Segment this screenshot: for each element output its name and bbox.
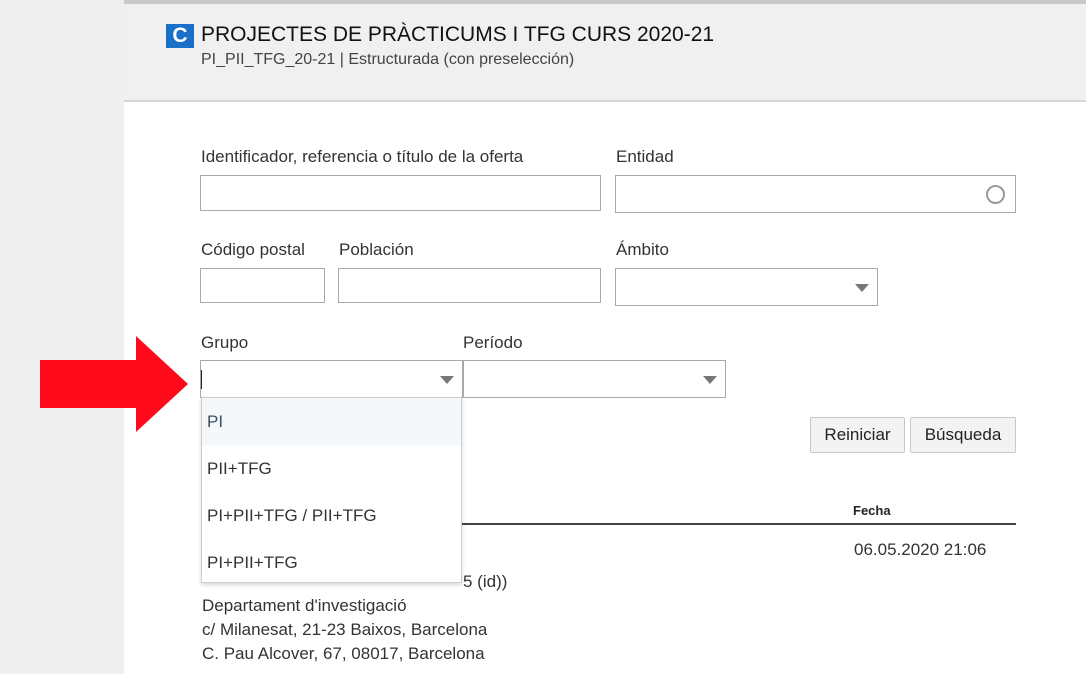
grupo-option[interactable]: PI+PII+TFG xyxy=(207,553,298,572)
sidebar xyxy=(0,0,124,674)
ambito-select[interactable] xyxy=(615,268,878,306)
chevron-down-icon xyxy=(440,376,454,384)
page-subtitle: PI_PII_TFG_20-21 | Estructurada (con pre… xyxy=(201,51,575,68)
grupo-option[interactable]: PI+PII+TFG / PII+TFG xyxy=(207,506,377,525)
result-address: c/ Milanesat, 21-23 Baixos, Barcelona xyxy=(202,620,488,639)
result-date: 06.05.2020 21:06 xyxy=(854,540,987,559)
result-department: Departament d'investigació xyxy=(202,596,407,615)
entidad-input[interactable] xyxy=(615,175,1016,213)
chevron-down-icon xyxy=(703,376,717,384)
red-arrow-icon xyxy=(40,336,188,432)
codigo-postal-label: Código postal xyxy=(201,240,305,259)
periodo-select[interactable] xyxy=(463,360,726,398)
grupo-option[interactable]: PI xyxy=(202,398,461,445)
ambito-label: Ámbito xyxy=(616,240,669,259)
grupo-select[interactable] xyxy=(200,360,463,398)
page-title: PROJECTES DE PRÀCTICUMS I TFG CURS 2020-… xyxy=(201,23,715,46)
app-logo: C xyxy=(166,24,194,48)
result-entity-id: 5 (id)) xyxy=(463,572,508,591)
table-header-divider xyxy=(201,523,1016,525)
search-button[interactable]: Búsqueda xyxy=(910,417,1016,453)
codigo-postal-input[interactable] xyxy=(200,268,325,303)
date-column-header[interactable]: Fecha xyxy=(853,503,891,518)
periodo-label: Período xyxy=(463,333,523,352)
page-header xyxy=(124,0,1086,102)
reset-button[interactable]: Reiniciar xyxy=(810,417,905,453)
identificador-input[interactable] xyxy=(200,175,601,211)
poblacion-label: Población xyxy=(339,240,414,259)
chevron-down-icon xyxy=(855,284,869,292)
result-address-2: C. Pau Alcover, 67, 08017, Barcelona xyxy=(202,644,485,663)
identificador-label: Identificador, referencia o título de la… xyxy=(201,147,524,166)
grupo-label: Grupo xyxy=(201,333,249,352)
grupo-dropdown-menu: PI PII+TFG PI+PII+TFG / PII+TFG PI+PII+T… xyxy=(201,397,462,583)
grupo-option[interactable]: PII+TFG xyxy=(207,459,272,478)
loading-circle-icon xyxy=(986,185,1005,204)
poblacion-input[interactable] xyxy=(338,268,601,303)
text-cursor xyxy=(201,370,202,389)
entidad-label: Entidad xyxy=(616,147,674,166)
